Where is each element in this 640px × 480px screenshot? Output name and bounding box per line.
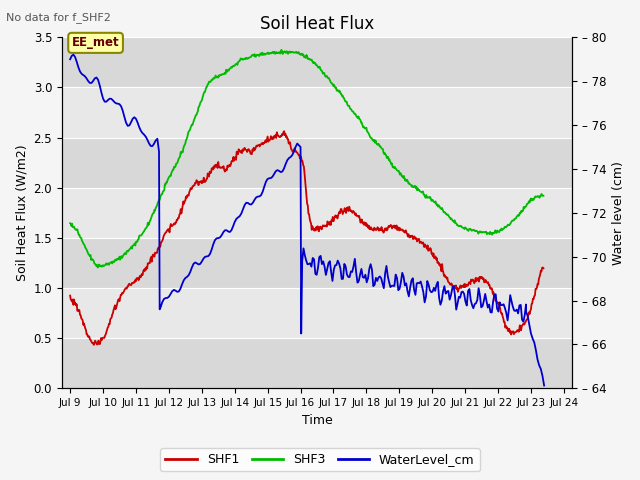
Bar (62, 188, 572, 238)
Bar (62, 238, 572, 288)
Text: No data for f_SHF2: No data for f_SHF2 (6, 12, 111, 23)
Text: EE_met: EE_met (72, 36, 120, 49)
Y-axis label: Soil Heat Flux (W/m2): Soil Heat Flux (W/m2) (15, 144, 28, 281)
Bar (62, 87, 572, 138)
Bar (62, 338, 572, 388)
Y-axis label: Water level (cm): Water level (cm) (612, 161, 625, 265)
Title: Soil Heat Flux: Soil Heat Flux (260, 15, 374, 33)
Bar (62, 37, 572, 87)
Bar (62, 138, 572, 188)
Bar (62, 288, 572, 338)
Legend: SHF1, SHF3, WaterLevel_cm: SHF1, SHF3, WaterLevel_cm (161, 448, 479, 471)
X-axis label: Time: Time (301, 414, 332, 427)
